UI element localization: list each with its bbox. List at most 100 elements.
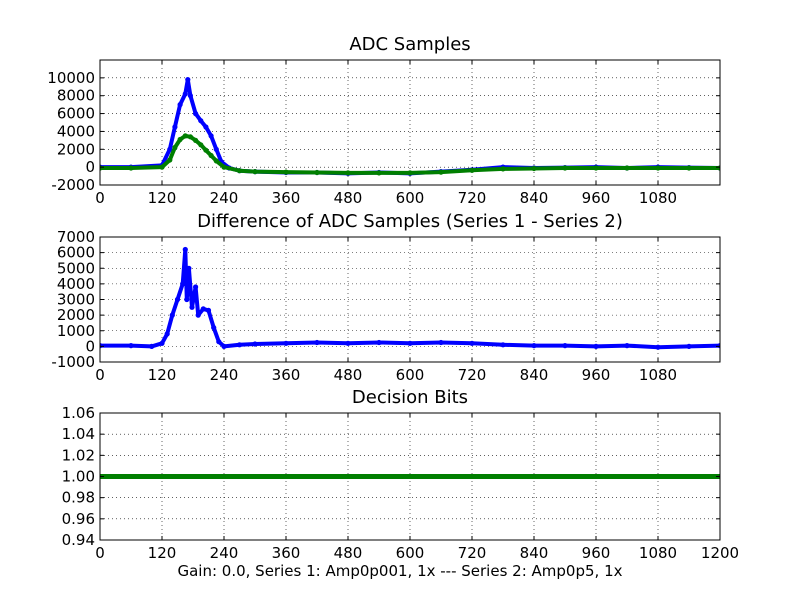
chart-title: Decision Bits bbox=[352, 387, 468, 408]
series-group bbox=[100, 473, 720, 480]
data-point-series-1-series-2 bbox=[717, 343, 720, 349]
data-point-series-2 bbox=[686, 165, 692, 171]
data-point-series-1 bbox=[185, 77, 191, 83]
y-tick-label: 0 bbox=[85, 158, 95, 176]
x-tick-label: 360 bbox=[272, 366, 301, 384]
data-point-series-1-series-2 bbox=[149, 343, 155, 349]
data-point-series-1-series-2 bbox=[193, 284, 199, 290]
y-tick-label: 0.96 bbox=[62, 510, 95, 528]
data-point-series-2 bbox=[438, 169, 444, 175]
y-tick-label: 8000 bbox=[57, 87, 95, 105]
data-point-series-1-series-2 bbox=[159, 340, 165, 346]
x-tick-label: 360 bbox=[272, 189, 301, 207]
x-tick-label: 1080 bbox=[639, 366, 677, 384]
series-group bbox=[100, 77, 720, 176]
data-point-series-1-series-2 bbox=[655, 344, 661, 350]
data-point-series-2 bbox=[407, 170, 413, 176]
x-tick-label: 120 bbox=[148, 189, 177, 207]
data-point-series-1-series-2 bbox=[164, 331, 170, 337]
data-point-series-1-series-2 bbox=[189, 304, 195, 310]
data-point-series-1 bbox=[182, 91, 188, 97]
y-tick-label: 2000 bbox=[57, 306, 95, 324]
x-tick-label: 0 bbox=[95, 189, 105, 207]
x-tick-label: 960 bbox=[582, 544, 611, 562]
data-point-series-1-series-2 bbox=[686, 343, 692, 349]
data-point-series-2 bbox=[593, 165, 599, 171]
x-tick-label: 720 bbox=[458, 544, 487, 562]
data-point-series-2 bbox=[236, 168, 243, 174]
data-point-series-1 bbox=[208, 133, 214, 139]
x-tick-label: 720 bbox=[458, 366, 487, 384]
data-point-series-1-series-2 bbox=[221, 343, 227, 349]
x-tick-label: 840 bbox=[520, 366, 549, 384]
data-point-series-2 bbox=[531, 165, 537, 172]
data-point-series-1-series-2 bbox=[195, 312, 201, 318]
data-point-series-1-series-2 bbox=[314, 339, 320, 346]
data-point-series-1-series-2 bbox=[174, 296, 181, 303]
data-point-series-1-series-2 bbox=[562, 343, 568, 349]
data-point-series-1 bbox=[187, 93, 193, 99]
y-tick-label: 2000 bbox=[57, 140, 95, 158]
y-tick-label: 3000 bbox=[57, 291, 95, 309]
data-point-series-2 bbox=[167, 157, 173, 163]
y-tick-label: 5000 bbox=[57, 259, 95, 277]
data-point-series-1-series-2 bbox=[624, 343, 630, 349]
y-tick-label: 1000 bbox=[57, 322, 95, 340]
y-tick-label: 0 bbox=[85, 337, 95, 355]
x-tick-label: 1200 bbox=[701, 544, 739, 562]
data-point-series-1-series-2 bbox=[180, 281, 186, 287]
data-point-series-1-series-2 bbox=[184, 296, 190, 303]
data-point-series-1-series-2 bbox=[100, 343, 103, 349]
data-point-series-2 bbox=[562, 165, 568, 171]
y-tick-label: 6000 bbox=[57, 105, 95, 123]
x-tick-label: 360 bbox=[272, 544, 301, 562]
data-point-series-2 bbox=[159, 164, 165, 170]
data-point-series-1-series-2 bbox=[345, 340, 351, 346]
data-point-series-1 bbox=[172, 124, 178, 130]
y-tick-label: 1.02 bbox=[62, 446, 95, 464]
x-tick-label: 960 bbox=[582, 189, 611, 207]
x-axis-label: Gain: 0.0, Series 1: Amp0p001, 1x --- Se… bbox=[177, 562, 623, 580]
data-point-series-1-series-2 bbox=[200, 306, 206, 312]
x-tick-label: 840 bbox=[520, 544, 549, 562]
x-tick-label: 720 bbox=[458, 189, 487, 207]
data-point-series-1-series-2 bbox=[128, 343, 134, 349]
data-point-series-1-series-2 bbox=[500, 342, 506, 348]
data-point-series-2 bbox=[283, 169, 289, 175]
data-point-series-2 bbox=[203, 147, 209, 153]
x-tick-label: 840 bbox=[520, 189, 549, 207]
data-point-series-1-series-2 bbox=[531, 343, 537, 349]
y-tick-label: -2000 bbox=[51, 176, 95, 194]
y-tick-label: 4000 bbox=[57, 122, 95, 140]
data-point-series-1-series-2 bbox=[407, 340, 413, 346]
data-point-series-1-series-2 bbox=[236, 342, 243, 348]
y-tick-label: 7000 bbox=[57, 228, 95, 246]
data-point-series-1-series-2 bbox=[205, 307, 212, 313]
data-point-series-1-series-2 bbox=[438, 339, 444, 346]
data-point-series-1-series-2 bbox=[593, 343, 599, 349]
data-point-series-2 bbox=[177, 136, 183, 143]
x-tick-label: 1080 bbox=[639, 544, 677, 562]
data-point-series-1-series-2 bbox=[169, 312, 175, 318]
y-tick-label: -1000 bbox=[51, 353, 95, 371]
data-point-series-1-series-2 bbox=[376, 339, 382, 346]
data-point-series-2 bbox=[187, 134, 193, 140]
x-tick-label: 240 bbox=[210, 366, 239, 384]
y-tick-label: 1.06 bbox=[62, 404, 95, 422]
data-point-series-2 bbox=[193, 137, 199, 143]
data-point-series-2 bbox=[655, 165, 661, 171]
data-point-series-1 bbox=[198, 118, 204, 124]
difference-chart: 0 120 240 360 480 600 720 840 960 1080-1000010002… bbox=[51, 211, 721, 384]
data-point-series-1 bbox=[193, 111, 199, 117]
data-point-series-2 bbox=[314, 169, 320, 176]
data-point-series-2 bbox=[469, 167, 475, 173]
data-point-series-2 bbox=[172, 144, 178, 151]
data-point-series-2 bbox=[221, 164, 227, 170]
series-group bbox=[100, 246, 720, 350]
data-point-series-2 bbox=[500, 166, 506, 172]
data-point-series-1-series-2 bbox=[186, 265, 192, 271]
data-point-series-2 bbox=[345, 170, 351, 176]
x-tick-label: 120 bbox=[148, 544, 177, 562]
x-tick-label: 600 bbox=[396, 189, 425, 207]
